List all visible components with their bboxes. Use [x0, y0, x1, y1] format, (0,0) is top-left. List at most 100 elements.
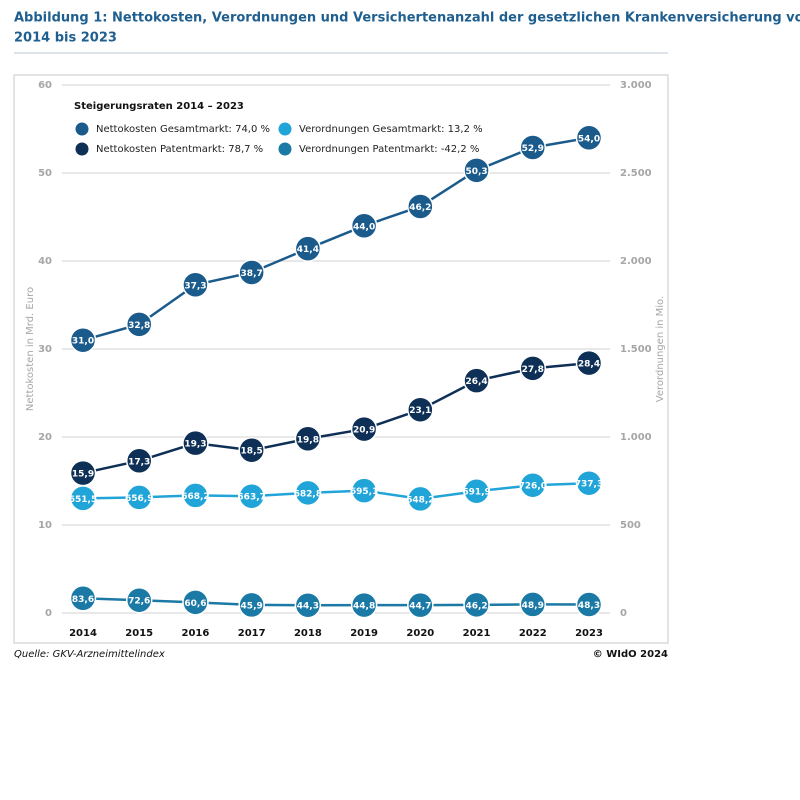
- data-point: [69, 485, 97, 512]
- x-tick-label: 2016: [182, 628, 210, 639]
- legend-marker: [75, 122, 89, 136]
- data-label: 17,3: [128, 457, 150, 467]
- data-point: [463, 157, 490, 184]
- data-label: 18,5: [241, 447, 263, 457]
- x-tick-label: 2021: [463, 628, 491, 639]
- y-tick-label: 40: [38, 256, 52, 267]
- data-label: 668,2: [181, 492, 209, 502]
- series-line: [82, 481, 590, 501]
- data-label: 27,8: [522, 365, 544, 375]
- y-tick-label: 60: [38, 80, 52, 91]
- data-point: [238, 591, 265, 619]
- data-point: [407, 396, 434, 423]
- data-point: [182, 589, 209, 616]
- y2-tick-label: 1.500: [620, 344, 652, 355]
- x-tick-label: 2018: [294, 628, 322, 639]
- data-label: 46,2: [409, 203, 431, 213]
- x-tick-label: 2022: [519, 628, 547, 639]
- data-point: [575, 124, 603, 152]
- legend-label: Verordnungen Patentmarkt: -42,2 %: [299, 144, 479, 155]
- data-label: 38,7: [241, 269, 263, 279]
- data-label: 651,5: [69, 495, 97, 505]
- data-point: [575, 349, 603, 377]
- y2-tick-label: 3.000: [620, 80, 652, 91]
- data-label: 26,4: [465, 377, 487, 387]
- data-point: [350, 591, 378, 619]
- data-point: [182, 482, 209, 509]
- data-label: 44,8: [353, 602, 375, 612]
- data-label: 695,1: [350, 487, 378, 497]
- data-label: 60,6: [184, 599, 206, 609]
- data-label: 20,9: [353, 426, 375, 436]
- data-point: [519, 134, 547, 161]
- chart-title: 2014 bis 2023: [14, 31, 117, 46]
- data-label: 44,3: [297, 602, 319, 612]
- data-label: 44,0: [353, 222, 375, 232]
- data-point: [407, 591, 434, 619]
- data-point: [125, 447, 153, 475]
- x-tick-label: 2023: [575, 628, 603, 639]
- data-point: [407, 193, 434, 220]
- data-label: 44,7: [409, 602, 431, 612]
- data-point: [125, 311, 153, 338]
- data-label: 83,6: [72, 595, 94, 605]
- y-tick-label: 30: [38, 344, 52, 355]
- data-point: [182, 429, 209, 457]
- data-label: 691,9: [462, 488, 490, 498]
- data-point: [519, 591, 547, 618]
- data-label: 28,4: [578, 360, 600, 370]
- legend-label: Verordnungen Gesamtmarkt: 13,2 %: [299, 124, 483, 135]
- series-line: [82, 361, 590, 475]
- data-label: 37,3: [184, 281, 206, 291]
- data-point: [519, 355, 547, 382]
- data-point: [350, 212, 378, 240]
- x-tick-label: 2019: [350, 628, 378, 639]
- y2-tick-label: 2.500: [620, 168, 652, 179]
- y2-tick-label: 500: [620, 520, 641, 531]
- data-label: 32,8: [128, 321, 150, 331]
- data-point: [575, 469, 603, 497]
- data-label: 52,9: [522, 144, 544, 154]
- chart-title: Abbildung 1: Nettokosten, Verordnungen u…: [14, 11, 800, 26]
- data-label: 19,8: [297, 435, 319, 445]
- data-point: [407, 485, 434, 513]
- x-tick-label: 2020: [406, 628, 434, 639]
- x-tick-label: 2014: [69, 628, 97, 639]
- data-label: 48,9: [522, 601, 544, 611]
- data-label: 45,9: [241, 601, 263, 611]
- chart-frame: [13, 74, 669, 644]
- y2-axis-label: Verordnungen in Mio.: [655, 296, 666, 402]
- y-tick-label: 50: [38, 168, 52, 179]
- legend-title: Steigerungsraten 2014 – 2023: [74, 101, 244, 112]
- data-label: 737,3: [575, 480, 603, 490]
- x-tick-label: 2017: [238, 628, 266, 639]
- data-label: 54,0: [578, 134, 600, 144]
- y-tick-label: 10: [38, 520, 52, 531]
- data-label: 726,0: [519, 482, 547, 492]
- y2-tick-label: 2.000: [620, 256, 652, 267]
- data-point: [463, 591, 490, 619]
- data-point: [575, 591, 603, 618]
- data-point: [69, 585, 97, 612]
- y-axis-label: Nettokosten in Mrd. Euro: [25, 287, 36, 411]
- data-point: [294, 425, 322, 453]
- legend-label: Nettokosten Patentmarkt: 78,7 %: [96, 144, 263, 155]
- credit: © WIdO 2024: [593, 649, 668, 660]
- data-point: [463, 367, 490, 394]
- data-label: 23,1: [409, 406, 431, 416]
- data-label: 46,2: [465, 601, 487, 611]
- data-point: [238, 482, 265, 510]
- data-label: 648,2: [406, 495, 434, 505]
- data-label: 48,3: [578, 601, 600, 611]
- data-label: 656,9: [125, 494, 153, 504]
- legend-marker: [278, 122, 292, 136]
- data-point: [463, 477, 490, 505]
- data-point: [294, 591, 322, 619]
- data-point: [294, 235, 322, 262]
- data-label: 682,8: [294, 489, 322, 499]
- legend-marker: [75, 142, 89, 156]
- y2-tick-label: 1.000: [620, 432, 652, 443]
- data-point: [182, 271, 209, 299]
- data-point: [294, 479, 322, 507]
- data-point: [238, 436, 265, 464]
